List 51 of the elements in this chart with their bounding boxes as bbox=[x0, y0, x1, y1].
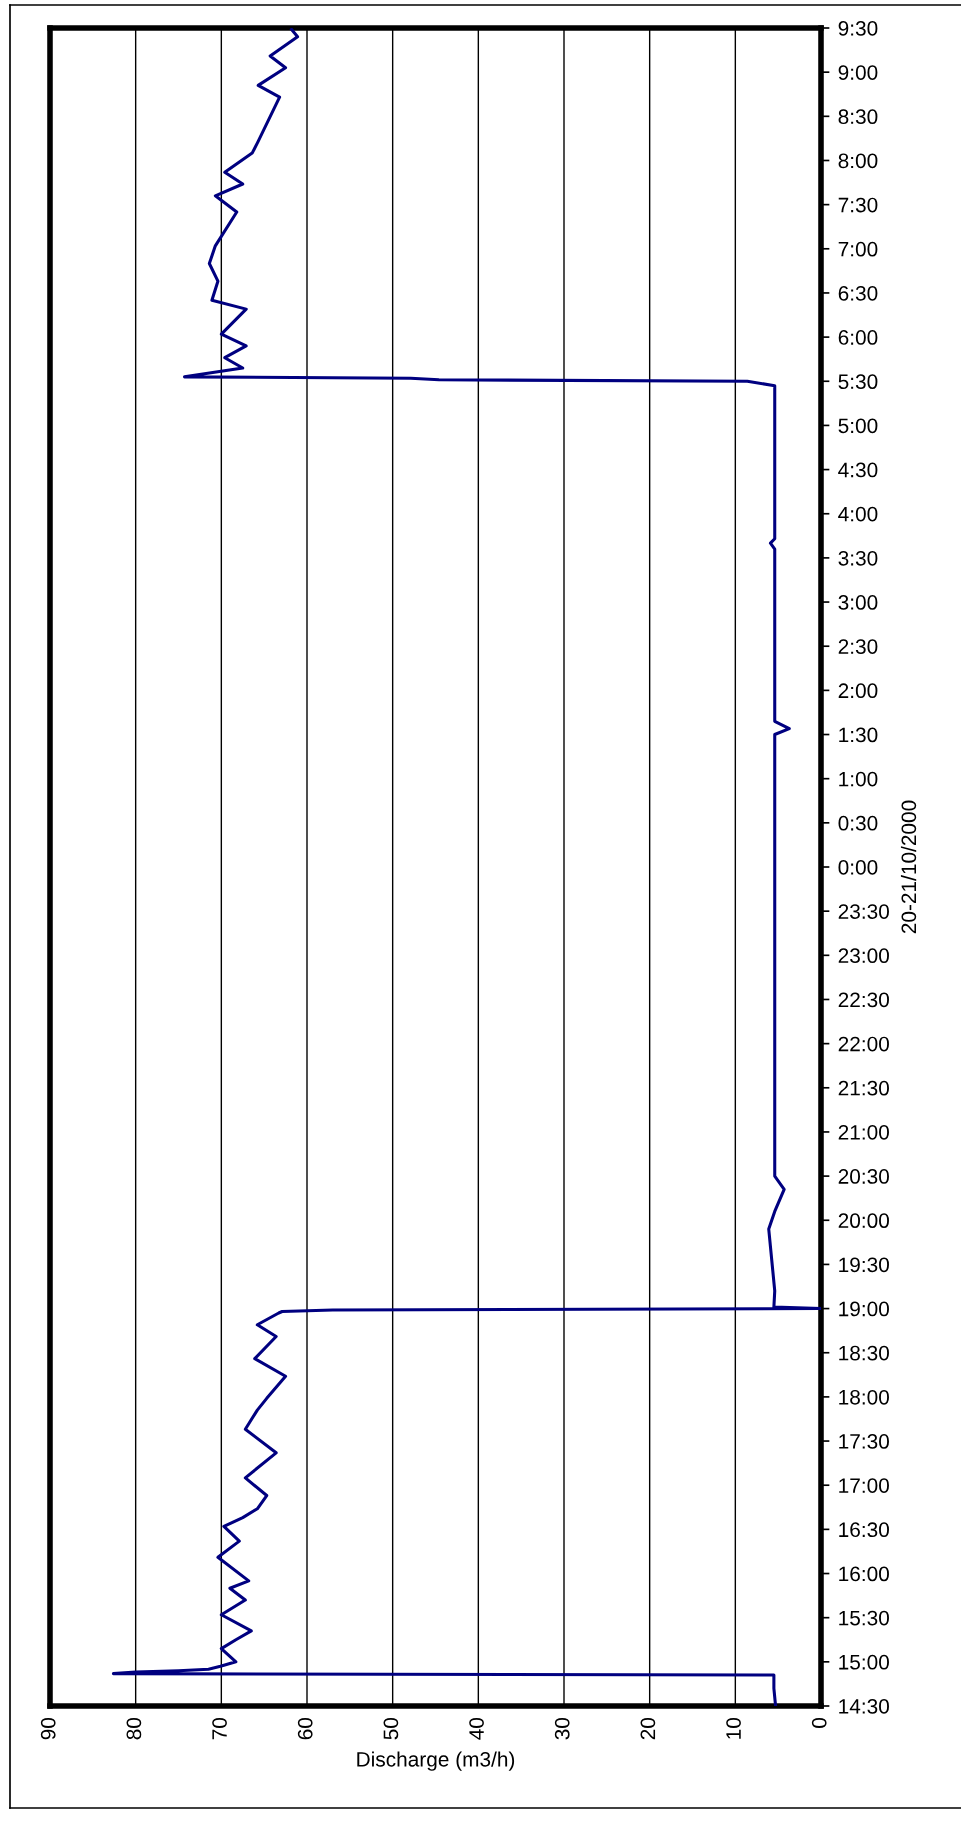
y-tick-label: 19:00 bbox=[839, 1301, 889, 1317]
y-tick-label: 4:30 bbox=[838, 462, 878, 478]
x-tick-label: 60 bbox=[297, 1717, 313, 1740]
y-tick-label: 18:00 bbox=[839, 1389, 889, 1405]
y-tick-label: 22:00 bbox=[838, 1036, 889, 1052]
x-tick-label: 0 bbox=[811, 1717, 827, 1728]
y-tick-label: 23:00 bbox=[838, 948, 889, 964]
y-tick-label: 7:00 bbox=[838, 241, 878, 257]
y-axis-title: 20-21/10/2000 bbox=[900, 800, 917, 934]
y-tick-label: 9:00 bbox=[838, 65, 878, 80]
x-tick-label: 50 bbox=[383, 1717, 399, 1740]
y-tick-label: 20:00 bbox=[838, 1213, 889, 1229]
y-tick-label: 17:00 bbox=[839, 1478, 889, 1493]
y-tick-label: 22:30 bbox=[838, 992, 889, 1008]
y-tick-label: 16:30 bbox=[839, 1522, 889, 1538]
y-tick-label: 21:30 bbox=[838, 1080, 889, 1096]
x-axis-title: Discharge (m3/h) bbox=[357, 1751, 515, 1771]
y-tick-label: 21:00 bbox=[838, 1124, 889, 1140]
y-tick-label: 18:30 bbox=[839, 1345, 889, 1361]
y-tick-label: 3:30 bbox=[838, 550, 878, 566]
y-tick-label: 5:00 bbox=[838, 418, 878, 434]
x-tick-label: 90 bbox=[40, 1717, 56, 1740]
y-tick-label: 14:30 bbox=[839, 1699, 889, 1714]
y-tick-label: 3:00 bbox=[838, 595, 878, 610]
y-tick-label: 6:30 bbox=[838, 285, 878, 301]
y-tick-label: 17:30 bbox=[839, 1434, 889, 1449]
x-tick-label: 70 bbox=[212, 1717, 227, 1740]
y-tick-label: 2:30 bbox=[838, 639, 878, 654]
y-tick-label: 19:30 bbox=[839, 1257, 889, 1273]
x-tick-label: 40 bbox=[469, 1717, 484, 1740]
y-tick-label: 20:30 bbox=[838, 1169, 889, 1184]
y-tick-label: 6:00 bbox=[838, 330, 878, 345]
y-tick-label: 0:00 bbox=[838, 860, 878, 875]
y-tick-label: 4:00 bbox=[838, 506, 878, 522]
x-tick-label: 10 bbox=[726, 1717, 741, 1739]
y-tick-label: 1:30 bbox=[839, 727, 878, 743]
y-tick-label: 16:00 bbox=[839, 1566, 889, 1582]
y-tick-label: 23:30 bbox=[838, 904, 889, 919]
y-tick-label: 5:30 bbox=[838, 374, 878, 390]
y-tick-label: 2:00 bbox=[838, 683, 878, 699]
y-tick-label: 7:30 bbox=[838, 197, 878, 213]
y-tick-label: 15:00 bbox=[839, 1654, 889, 1670]
x-tick-label: 20 bbox=[640, 1717, 656, 1740]
y-tick-label: 8:00 bbox=[838, 153, 878, 169]
y-tick-label: 1:00 bbox=[839, 771, 878, 787]
x-tick-label: 30 bbox=[554, 1717, 570, 1740]
y-tick-label: 8:30 bbox=[838, 109, 878, 125]
y-tick-label: 0:30 bbox=[838, 815, 878, 831]
y-tick-label: 9:30 bbox=[838, 21, 878, 36]
x-tick-label: 80 bbox=[126, 1717, 142, 1740]
y-tick-label: 15:30 bbox=[839, 1610, 889, 1626]
